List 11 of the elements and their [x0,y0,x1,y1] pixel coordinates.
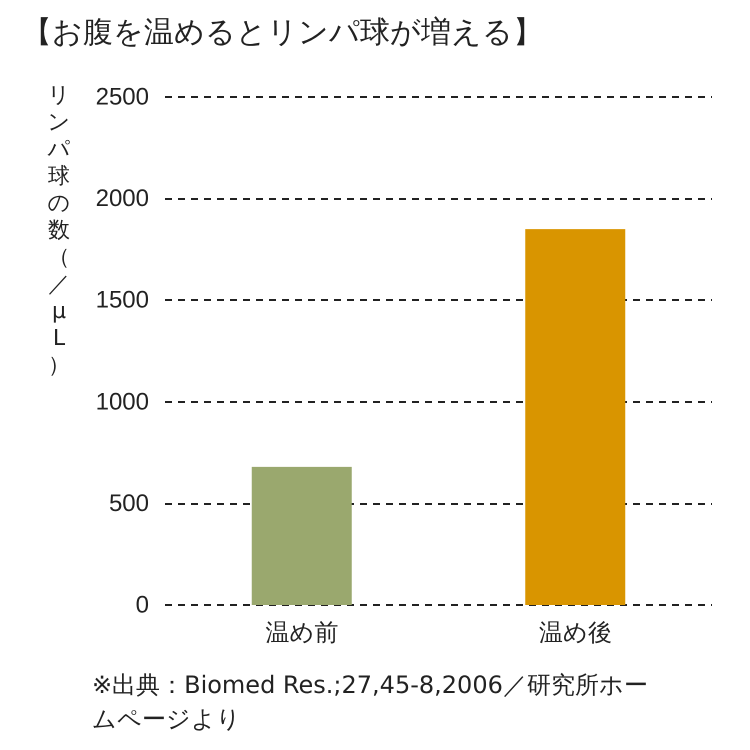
y-tick-label: 500 [108,490,149,517]
y-tick-label: 1500 [96,286,149,314]
y-tick-label: 1000 [96,388,149,416]
y-tick-label: 2500 [96,84,149,110]
chart-title: 【お腹を温めるとリンパ球が増える】 [22,14,543,52]
x-tick-label: 温め前 [265,620,338,646]
text: ※出典：Biomed Res.;27,45-8,2006／研究所ホームページより [92,670,649,735]
y-tick-label: 2000 [96,185,149,212]
x-tick-label: 温め後 [538,620,612,646]
y-tick-label: 0 [136,592,149,618]
text: リンパ球の数（／μL） [48,83,70,378]
